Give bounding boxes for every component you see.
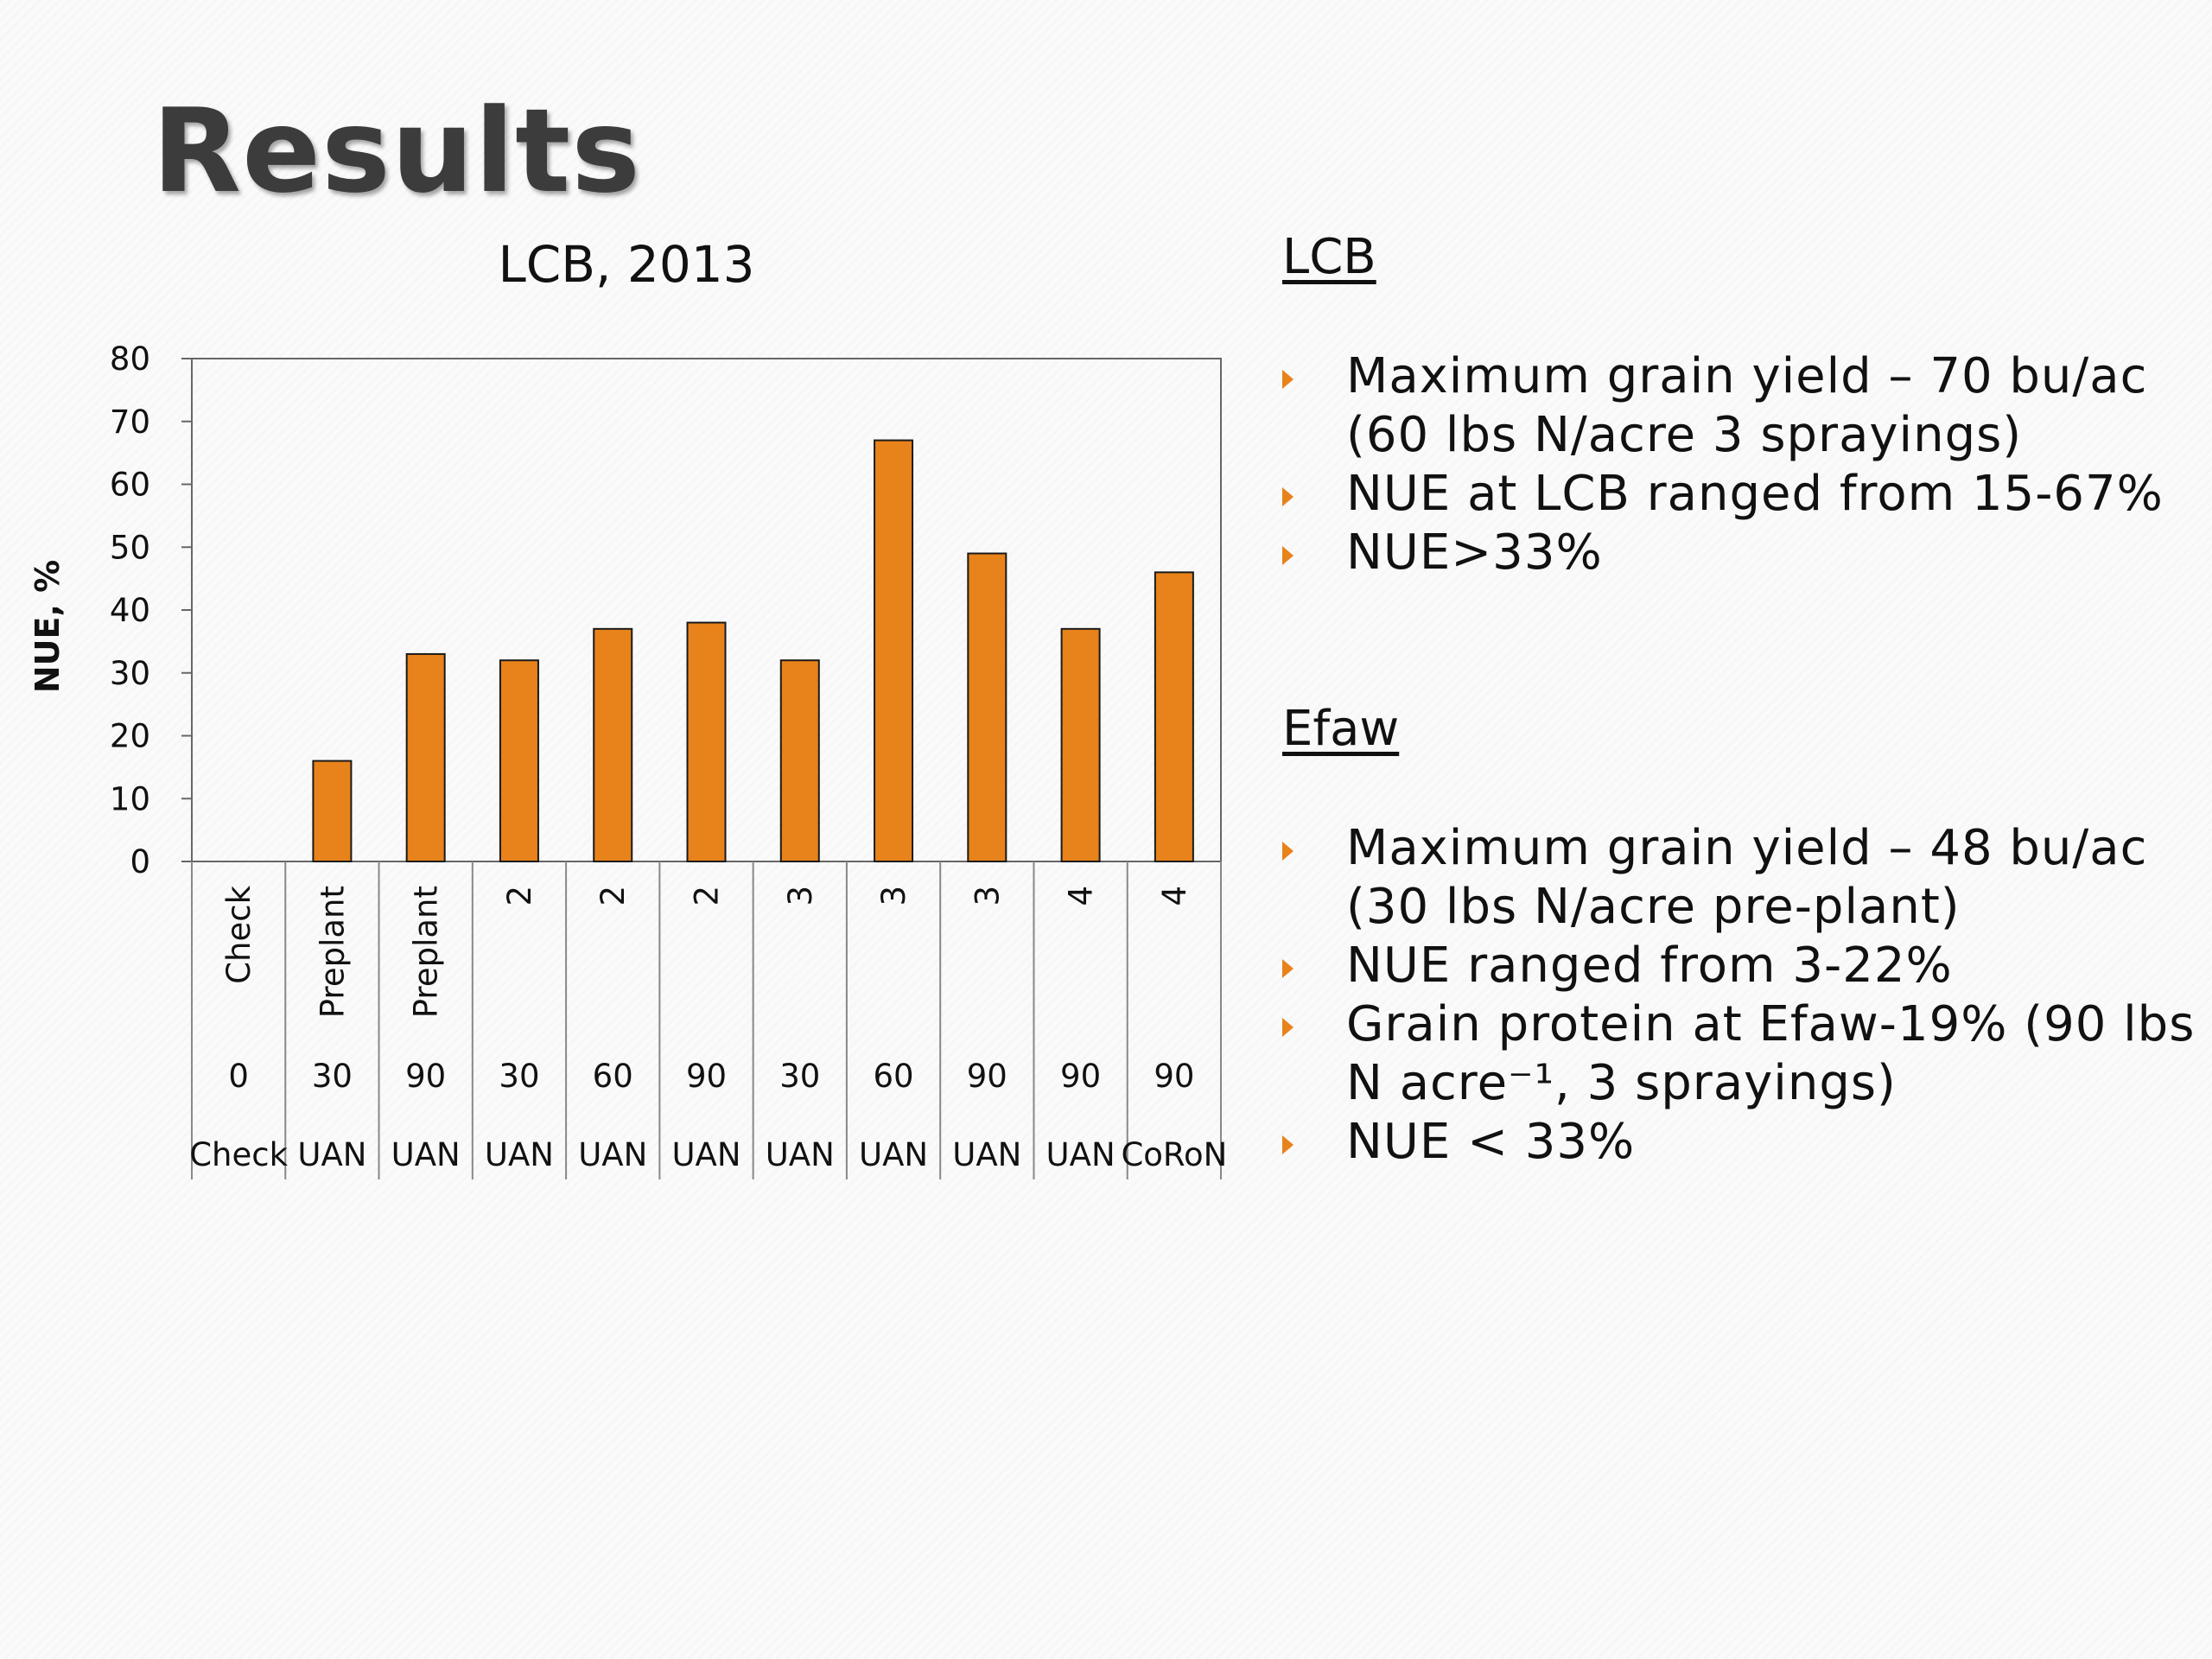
bar [1154, 571, 1194, 862]
y-tick-label: 40 [110, 592, 150, 629]
bullet-arrow-icon [1282, 842, 1294, 861]
y-tick-label: 80 [110, 340, 150, 378]
bullet-arrow-icon [1282, 487, 1294, 506]
bullet-text: NUE ranged from 3-22% [1346, 938, 1953, 994]
x-tick-label-source: UAN [671, 1136, 741, 1173]
slide-title: Results [152, 84, 641, 219]
section-heading-lcb: LCB [1282, 229, 1376, 285]
section-heading-efaw: Efaw [1282, 701, 1400, 757]
chart-title: LCB, 2013 [498, 235, 754, 294]
x-tick-label-rate: 30 [499, 1058, 539, 1095]
bar [779, 659, 820, 863]
x-tick-label-rate: 90 [405, 1058, 446, 1095]
x-tick-label-rate: 30 [312, 1058, 353, 1095]
bullet-text: Grain protein at Efaw-19% (90 lbs N acre… [1346, 996, 2196, 1111]
x-tick-label-rate: 90 [1154, 1058, 1194, 1095]
x-tick-label-rate: 60 [593, 1058, 633, 1095]
bullet-arrow-icon [1282, 959, 1294, 978]
x-tick-label-application: 3 [969, 886, 1006, 906]
x-tick-label-source: UAN [485, 1136, 554, 1173]
x-tick-label-source: UAN [952, 1136, 1021, 1173]
x-tick-label-source: UAN [391, 1136, 461, 1173]
x-tick-label-rate: 60 [873, 1058, 913, 1095]
x-tick-label-application: 3 [875, 886, 912, 906]
x-tick-label-application: 2 [594, 886, 632, 906]
bullet-text: NUE at LCB ranged from 15-67% [1346, 466, 2164, 522]
y-tick-label: 60 [110, 467, 150, 504]
list-item: Maximum grain yield – 70 bu/ac (60 lbs N… [1282, 347, 2198, 465]
bullet-text: NUE < 33% [1346, 1114, 1636, 1170]
y-tick-label: 20 [110, 718, 150, 755]
nue-bar-chart: LCB, 2013 NUE, % 0 10 20 30 40 50 60 70 80 Check 0… [29, 235, 1227, 1179]
x-tick-label-application: 4 [1156, 886, 1193, 906]
bullet-arrow-icon [1282, 546, 1294, 565]
y-tick-label: 30 [110, 655, 150, 692]
y-tick-label: 70 [110, 404, 150, 441]
list-item: NUE at LCB ranged from 15-67% [1282, 465, 2198, 524]
bullet-text: Maximum grain yield – 48 bu/ac (30 lbs N… [1346, 820, 2148, 935]
bar [874, 439, 914, 862]
x-tick-label-source: UAN [766, 1136, 835, 1173]
bar [967, 552, 1007, 863]
y-tick-label: 0 [130, 843, 150, 880]
bullet-arrow-icon [1282, 1018, 1294, 1037]
x-tick-label-rate: 90 [1060, 1058, 1101, 1095]
x-tick-label-application: 4 [1063, 886, 1100, 906]
x-tick-label-source: CoRoN [1121, 1136, 1227, 1173]
x-tick-label-application: Check [220, 885, 257, 983]
y-tick-label: 50 [110, 529, 150, 566]
y-axis-label: NUE, % [29, 560, 67, 693]
list-item: NUE ranged from 3-22% [1282, 937, 2198, 995]
list-item: NUE < 33% [1282, 1113, 2198, 1172]
x-tick-label-source: UAN [297, 1136, 366, 1173]
x-tick-label-rate: 90 [967, 1058, 1007, 1095]
x-tick-label-source: Check [189, 1136, 288, 1173]
list-item: Maximum grain yield – 48 bu/ac (30 lbs N… [1282, 819, 2198, 937]
y-tick-label: 10 [110, 780, 150, 817]
x-tick-label-rate: 0 [228, 1058, 249, 1095]
bar [686, 621, 727, 862]
x-tick-label-application: 2 [689, 886, 726, 906]
x-tick-label-source: UAN [578, 1136, 647, 1173]
bar [499, 659, 539, 863]
x-tick-label-source: UAN [1046, 1136, 1116, 1173]
x-tick-label-source: UAN [859, 1136, 928, 1173]
x-tick-label-application: 2 [501, 886, 538, 906]
bullet-arrow-icon [1282, 1135, 1294, 1154]
x-tick-label-application: 3 [782, 886, 819, 906]
x-tick-label-rate: 30 [779, 1058, 820, 1095]
bullet-text: Maximum grain yield – 70 bu/ac (60 lbs N… [1346, 348, 2148, 463]
lcb-bullet-list: Maximum grain yield – 70 bu/ac (60 lbs N… [1282, 347, 2198, 582]
list-item: NUE>33% [1282, 524, 2198, 582]
bar [593, 627, 633, 862]
bullet-text: NUE>33% [1346, 524, 1603, 581]
bar [312, 760, 353, 862]
x-tick-label-application: Preplant [314, 886, 351, 1018]
x-tick-label-application: Preplant [408, 886, 445, 1018]
list-item: Grain protein at Efaw-19% (90 lbs N acre… [1282, 995, 2198, 1113]
bar [1060, 627, 1101, 862]
x-tick-label-rate: 90 [686, 1058, 727, 1095]
bar [405, 652, 446, 862]
efaw-bullet-list: Maximum grain yield – 48 bu/ac (30 lbs N… [1282, 819, 2198, 1172]
bullet-arrow-icon [1282, 370, 1294, 389]
